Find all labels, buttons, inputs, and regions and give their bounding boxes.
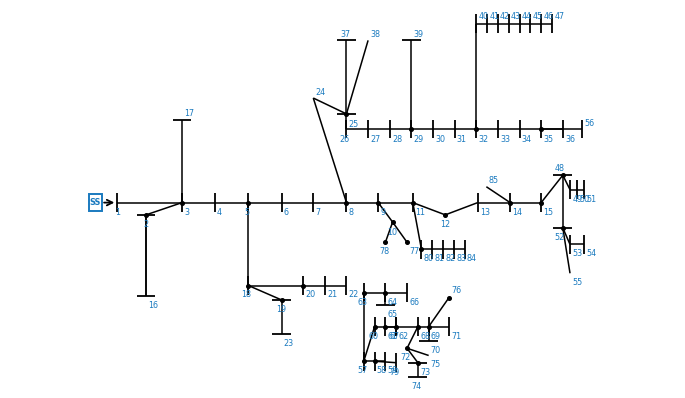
- Text: 47: 47: [554, 12, 564, 21]
- Text: 63: 63: [358, 298, 367, 306]
- Text: 43: 43: [511, 12, 521, 21]
- Text: 32: 32: [478, 135, 488, 144]
- Text: 13: 13: [480, 208, 490, 217]
- Text: 83: 83: [456, 254, 466, 263]
- Text: 56: 56: [584, 119, 595, 128]
- Text: 3: 3: [184, 208, 189, 217]
- Text: 64: 64: [388, 298, 397, 306]
- Text: 23: 23: [284, 339, 294, 348]
- Text: 44: 44: [522, 12, 532, 21]
- Text: 15: 15: [543, 208, 553, 217]
- Text: 61: 61: [388, 332, 397, 341]
- Text: 2: 2: [144, 220, 149, 230]
- Text: 66: 66: [409, 298, 419, 306]
- Text: 12: 12: [440, 220, 450, 230]
- Text: 18: 18: [241, 291, 251, 299]
- Text: 79: 79: [390, 368, 400, 377]
- Text: 14: 14: [512, 208, 523, 217]
- Text: 41: 41: [489, 12, 499, 21]
- Text: 72: 72: [401, 353, 411, 362]
- Text: 35: 35: [543, 135, 553, 144]
- Text: 71: 71: [451, 332, 461, 341]
- Text: 19: 19: [276, 305, 286, 314]
- Text: 4: 4: [216, 208, 222, 217]
- Text: 40: 40: [478, 12, 488, 21]
- Text: 58: 58: [377, 366, 387, 375]
- Text: 75: 75: [431, 360, 441, 369]
- Text: 57: 57: [358, 366, 368, 375]
- Text: 60: 60: [368, 332, 378, 341]
- Text: 45: 45: [532, 12, 543, 21]
- Text: 46: 46: [543, 12, 553, 21]
- Text: 73: 73: [420, 368, 430, 377]
- Text: 48: 48: [554, 164, 564, 173]
- Text: 84: 84: [467, 254, 477, 263]
- Text: 8: 8: [349, 208, 353, 217]
- Text: 34: 34: [522, 135, 532, 144]
- Text: 77: 77: [409, 247, 419, 256]
- Text: 52: 52: [554, 233, 564, 242]
- Text: 10: 10: [388, 228, 397, 237]
- Text: 21: 21: [327, 291, 337, 299]
- Text: 50: 50: [580, 195, 590, 204]
- Text: 20: 20: [306, 291, 316, 299]
- Text: 17: 17: [184, 109, 195, 119]
- Text: 81: 81: [434, 254, 445, 263]
- Text: 70: 70: [431, 346, 441, 355]
- Text: 27: 27: [371, 135, 380, 144]
- Text: 54: 54: [586, 249, 597, 258]
- Text: 22: 22: [349, 291, 359, 299]
- Text: 16: 16: [148, 301, 158, 310]
- Text: 68: 68: [420, 332, 430, 341]
- Text: 25: 25: [349, 120, 359, 129]
- Text: 78: 78: [379, 247, 389, 256]
- FancyBboxPatch shape: [89, 194, 101, 211]
- Text: 26: 26: [339, 135, 349, 144]
- Text: 31: 31: [457, 135, 466, 144]
- Text: 36: 36: [565, 135, 575, 144]
- Text: 67: 67: [390, 332, 400, 341]
- Text: 53: 53: [572, 249, 582, 258]
- Text: 42: 42: [500, 12, 510, 21]
- Text: 11: 11: [415, 208, 425, 217]
- Text: 29: 29: [414, 135, 424, 144]
- Text: 55: 55: [572, 278, 582, 287]
- Text: 59: 59: [388, 366, 398, 375]
- Text: 51: 51: [586, 195, 597, 204]
- Text: 49: 49: [572, 195, 582, 204]
- Text: 33: 33: [500, 135, 510, 144]
- Text: 85: 85: [488, 176, 499, 185]
- Text: 9: 9: [380, 208, 386, 217]
- Text: 74: 74: [412, 382, 421, 391]
- Text: 24: 24: [316, 88, 325, 97]
- Text: 6: 6: [284, 208, 289, 217]
- Text: 65: 65: [388, 310, 398, 319]
- Text: 7: 7: [316, 208, 321, 217]
- Text: 30: 30: [435, 135, 445, 144]
- Text: 38: 38: [371, 30, 380, 39]
- Text: 1: 1: [115, 208, 120, 217]
- Text: 62: 62: [399, 332, 408, 341]
- Text: 80: 80: [423, 254, 434, 263]
- Text: 76: 76: [451, 286, 461, 295]
- Text: 39: 39: [414, 30, 423, 39]
- Text: SS: SS: [90, 198, 101, 207]
- Text: 28: 28: [392, 135, 402, 144]
- Text: 69: 69: [431, 332, 441, 341]
- Text: 37: 37: [340, 30, 350, 39]
- Text: 5: 5: [244, 208, 249, 217]
- Text: 82: 82: [445, 254, 456, 263]
